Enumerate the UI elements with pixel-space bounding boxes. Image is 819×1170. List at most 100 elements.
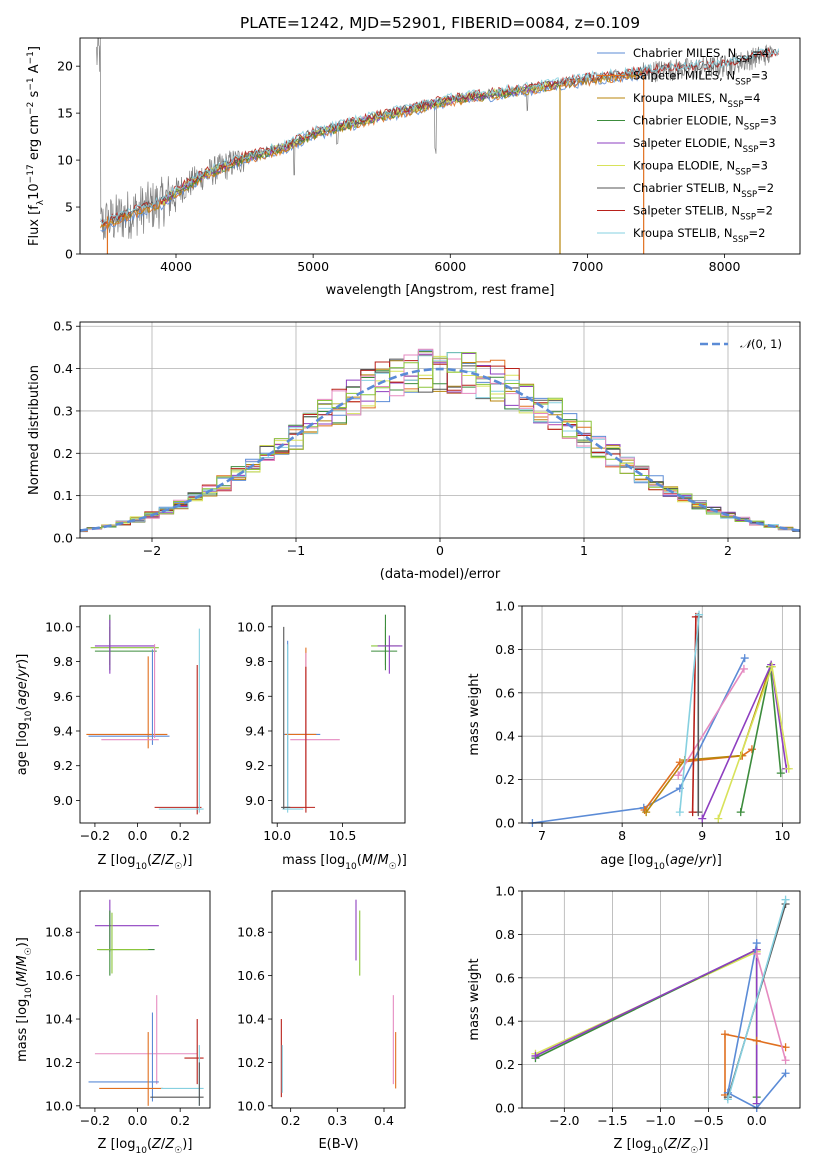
y-axis-label: mass [log10(M/M☉)] [15,937,34,1062]
y-tick-label: 10.8 [237,925,265,940]
panel-residuals: −2 −1 0 1 2 0.0 0.1 0.2 0.3 0.4 0.5 𝒩(0, 1) (data-mo… [27,319,801,582]
figure-title: PLATE=1242, MJD=52901, FIBERID=0084, z=0… [240,14,640,32]
y-axis-label: age [log10(age/yr)] [15,654,34,776]
y-tick-label: 9.8 [245,654,265,669]
legend-label: Kroupa STELIB, NSSP=2 [633,226,765,245]
y-tick-label: 0.0 [495,816,515,831]
y-tick-label: 10.0 [237,1098,265,1113]
y-tick-label: 15 [57,106,73,121]
y-axis-label: Flux [fλ10−17 erg cm−2 s−1 A−1] [26,46,46,246]
x-tick-label: 6000 [434,259,466,274]
legend-label: Salpeter MILES, NSSP=3 [633,69,768,88]
axes-frame [79,605,211,824]
model-line-kroupa-stelib [100,48,780,226]
y-tick-label: 10.0 [237,619,265,634]
axes-frame [521,890,801,1109]
data-point-marker [695,610,704,619]
y-axis-label: mass weight [467,958,482,1040]
x-axis-label: Z [log10(Z/Z☉)] [614,1137,709,1156]
y-tick-label: 10.0 [45,1098,73,1113]
x-tick-label: 7 [538,828,546,843]
y-tick-label: 10.6 [45,968,73,983]
axes-frame [79,890,211,1109]
series-line-salpeter-miles [643,748,753,811]
data-point-marker [752,1036,761,1045]
panel-mass-vs-Z: −0.2 0.0 0.2 10.0 10.2 10.4 10.6 10.8 Z [log10(Z… [15,890,211,1156]
series-line-chabrier-miles [532,657,746,824]
data-point-marker [736,808,745,817]
normal-curve [80,367,800,532]
x-tick-label: 0.0 [747,1113,767,1128]
legend-label: Chabrier STELIB, NSSP=2 [633,181,774,200]
axes-frame [79,37,801,255]
x-tick-label: 1 [580,543,588,558]
data-point-marker [720,1030,729,1039]
panel-spectrum: 4000 5000 6000 7000 8000 0 5 10 15 20 Chabrier MIL… [26,37,801,298]
x-tick-label: −2.0 [549,1113,579,1128]
y-tick-label: 0.0 [53,531,73,546]
x-axis-label: wavelength [Angstrom, rest frame] [326,283,555,298]
y-axis-label: mass weight [467,673,482,755]
x-tick-label: 4000 [160,259,192,274]
x-tick-label: −1.0 [645,1113,675,1128]
y-tick-label: 0.2 [53,446,73,461]
x-tick-label: 8000 [709,259,741,274]
data-point-marker [776,769,785,778]
y-tick-label: 9.4 [245,723,265,738]
y-tick-label: 0.0 [495,1101,515,1116]
y-tick-label: 10.6 [237,968,265,983]
data-point-marker [752,939,761,948]
y-tick-label: 0.2 [495,772,515,787]
histogram-step-lime [80,352,800,532]
x-tick-label: 0.2 [170,828,190,843]
data-point-marker [674,771,683,780]
y-tick-label: 9.6 [53,689,73,704]
y-tick-label: 0.4 [495,1014,515,1029]
spectrum-lines [96,38,780,254]
y-tick-label: 0.4 [53,361,73,376]
panel-age-vs-Z: −0.2 0.0 0.2 9.0 9.2 9.4 9.6 9.8 10.0 Z [log10(Z/… [15,605,211,872]
axes-frame [271,605,406,824]
x-tick-label: 0.4 [374,1113,394,1128]
data-point-marker [784,764,793,773]
legend-label: Chabrier ELODIE, NSSP=3 [633,114,777,133]
data-point-marker [688,808,697,817]
x-axis-label: Z [log10(Z/Z☉)] [98,1137,193,1156]
x-tick-label: −2 [143,543,161,558]
y-tick-label: 20 [57,59,73,74]
legend-label: Kroupa MILES, NSSP=4 [633,91,760,110]
x-tick-label: 0.0 [128,828,148,843]
data-point-marker [767,662,776,671]
y-tick-label: 9.0 [245,793,265,808]
data-point-marker [781,1069,790,1078]
y-tick-label: 0.2 [495,1057,515,1072]
panel-age-vs-mass: 10.0 10.5 9.0 9.2 9.4 9.6 9.8 10.0 mass [log10(M… [237,605,407,872]
data-point-marker [698,814,707,823]
x-axis-label: (data-model)/error [380,567,501,582]
data-point-marker [781,895,790,904]
y-tick-label: 9.6 [245,689,265,704]
legend-label: Salpeter STELIB, NSSP=2 [633,204,773,223]
x-tick-label: 10.0 [263,828,291,843]
data-point-marker [642,808,651,817]
data-point-marker [747,745,756,754]
x-tick-label: 0.2 [281,1113,301,1128]
y-tick-label: 10.2 [237,1055,265,1070]
y-tick-label: 10.4 [237,1012,265,1027]
data-point-marker [675,808,684,817]
x-tick-label: 0 [436,543,444,558]
x-tick-label: −1.5 [597,1113,627,1128]
y-tick-label: 10.8 [45,925,73,940]
panel-massweight-vs-Z: −2.0 −1.5 −1.0 −0.5 0.0 0.0 0.2 0.4 0.6 0.8 1.0 Z [… [467,884,801,1156]
y-tick-label: 1.0 [495,884,515,899]
legend-label: Kroupa ELODIE, NSSP=3 [633,159,768,178]
data-point-marker [723,1095,732,1104]
y-tick-label: 1.0 [495,599,515,614]
y-axis-label: Normed distribution [27,365,42,495]
y-tick-label: 10.4 [45,1012,73,1027]
x-tick-label: −0.2 [80,1113,110,1128]
data-point-marker [781,1056,790,1065]
series-line-salpeter-miles [724,1033,786,1095]
y-tick-label: 10 [57,153,73,168]
